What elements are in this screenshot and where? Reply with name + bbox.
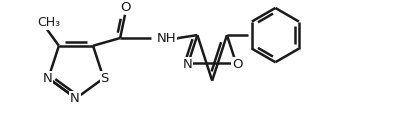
Text: N: N [70, 92, 80, 105]
Text: O: O [232, 58, 242, 71]
Text: NH: NH [157, 32, 177, 44]
Text: CH₃: CH₃ [38, 16, 61, 29]
Text: N: N [182, 58, 192, 71]
Text: O: O [120, 1, 130, 13]
Text: S: S [100, 72, 109, 85]
Text: N: N [43, 72, 52, 85]
